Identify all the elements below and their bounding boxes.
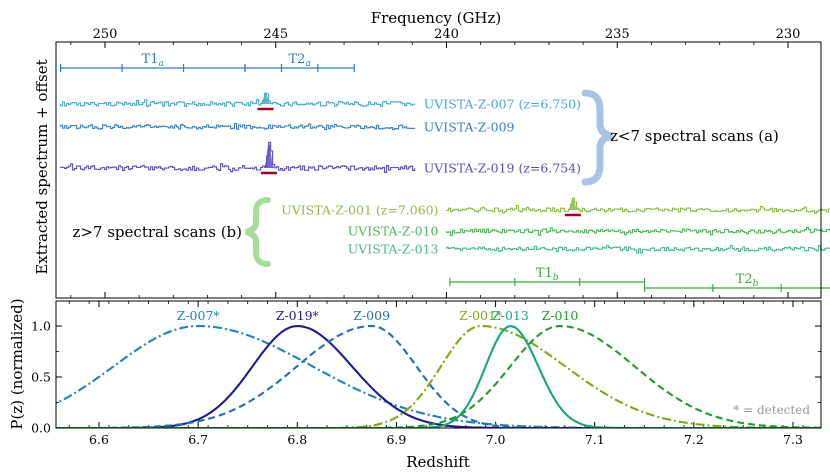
- pz-x-tick-label: 7.0: [486, 432, 506, 447]
- emission-line: [263, 142, 274, 168]
- tuning-label: T1a: [142, 52, 164, 69]
- group-b-brace: [245, 197, 271, 267]
- top-tick-label: 230: [776, 27, 801, 42]
- tuning-label: T2a: [288, 52, 310, 69]
- pz-x-tick-label: 6.9: [386, 432, 406, 447]
- top-axis-label: Frequency (GHz): [371, 9, 502, 27]
- pz-curve: [56, 324, 821, 428]
- bottom-panel-frame: [55, 300, 822, 429]
- spectrum-label: UVISTA-Z-019 (z=6.754): [424, 161, 581, 176]
- spectrum-trace: [60, 141, 416, 173]
- pz-y-tick-label: 1.0: [31, 319, 51, 334]
- pz-curve: [56, 325, 821, 428]
- spectrum-trace: [60, 123, 416, 131]
- bottom-x-axis-label: Redshift: [406, 453, 470, 471]
- top-y-axis-label: Extracted spectrum + offset: [33, 59, 51, 274]
- pz-curve: [56, 324, 821, 428]
- pz-x-tick-label: 7.2: [684, 432, 704, 447]
- pz-curve-label: Z-010: [542, 308, 579, 323]
- pz-curve: [56, 324, 821, 428]
- pz-curves: [56, 324, 821, 428]
- spectrum-trace: [445, 244, 830, 254]
- pz-x-tick-label: 6.6: [89, 432, 109, 447]
- top-axis-ticks: 250 245 240 235 230: [70, 27, 801, 298]
- pz-x-tick-label: 7.1: [585, 432, 605, 447]
- tuning-label: T2b: [736, 272, 759, 289]
- group-a-brace: [581, 89, 613, 186]
- pz-y-tick-label: 0.5: [31, 370, 51, 385]
- emission-line: [260, 92, 271, 104]
- top-tick-label: 240: [434, 27, 459, 42]
- tuning-label: T1b: [536, 266, 559, 283]
- bottom-y-axis-label: P(z) (normalized): [8, 298, 26, 429]
- spectrum-trace: [445, 226, 830, 236]
- emission-line: [567, 198, 578, 210]
- pz-curve-label: Z-001*: [459, 308, 503, 323]
- top-tick-label: 235: [605, 27, 630, 42]
- spectrum-label: UVISTA-Z-001 (z=7.060): [281, 203, 438, 218]
- pz-curve-label: Z-019*: [276, 308, 320, 323]
- top-tick-label: 245: [263, 27, 288, 42]
- pz-x-tick-label: 7.3: [783, 432, 803, 447]
- spectrum-label: UVISTA-Z-007 (z=6.750): [424, 97, 581, 112]
- spectra: UVISTA-Z-007 (z=6.750) UVISTA-Z-009 UVISTA…: [60, 92, 830, 257]
- pz-curve: [56, 324, 821, 428]
- pz-curve: [56, 324, 821, 428]
- top-panel-frame: [55, 41, 822, 299]
- pz-curve-label: Z-007*: [177, 308, 221, 323]
- detected-annotation: * = detected: [733, 403, 810, 417]
- group-a-label: z<7 spectral scans (a): [610, 127, 779, 145]
- spectrum-trace: [445, 197, 830, 214]
- spectrum-trace: [60, 92, 416, 107]
- spectra-panel: Frequency (GHz) 250 245 240 235 230 T1a T2aT1…: [33, 9, 830, 299]
- spectrum-label: UVISTA-Z-013: [348, 242, 439, 257]
- pz-panel: 6.6 6.7 6.8 6.9 7.0 7.1 7.2 7.3 0.0 0.5 1.0 Z-007*…: [8, 298, 822, 471]
- pz-axes: 6.6 6.7 6.8 6.9 7.0 7.1 7.2 7.3 0.0 0.5 1.0: [31, 301, 821, 447]
- pz-x-tick-label: 6.8: [287, 432, 307, 447]
- tuning-markers: T1a T2a T1b T2b: [60, 52, 830, 292]
- pz-curve-label: Z-009: [353, 308, 390, 323]
- spectrum-label: UVISTA-Z-010: [348, 224, 439, 239]
- spectrum-label: UVISTA-Z-009: [424, 120, 515, 135]
- pz-x-tick-label: 6.7: [188, 432, 208, 447]
- top-tick-label: 250: [93, 27, 118, 42]
- pz-y-tick-label: 0.0: [31, 421, 51, 436]
- pz-curve-label: Z-013: [492, 308, 529, 323]
- group-b-label: z>7 spectral scans (b): [72, 223, 242, 241]
- pz-labels: Z-007* Z-019* Z-009 Z-001*Z-013 Z-010: [177, 308, 579, 323]
